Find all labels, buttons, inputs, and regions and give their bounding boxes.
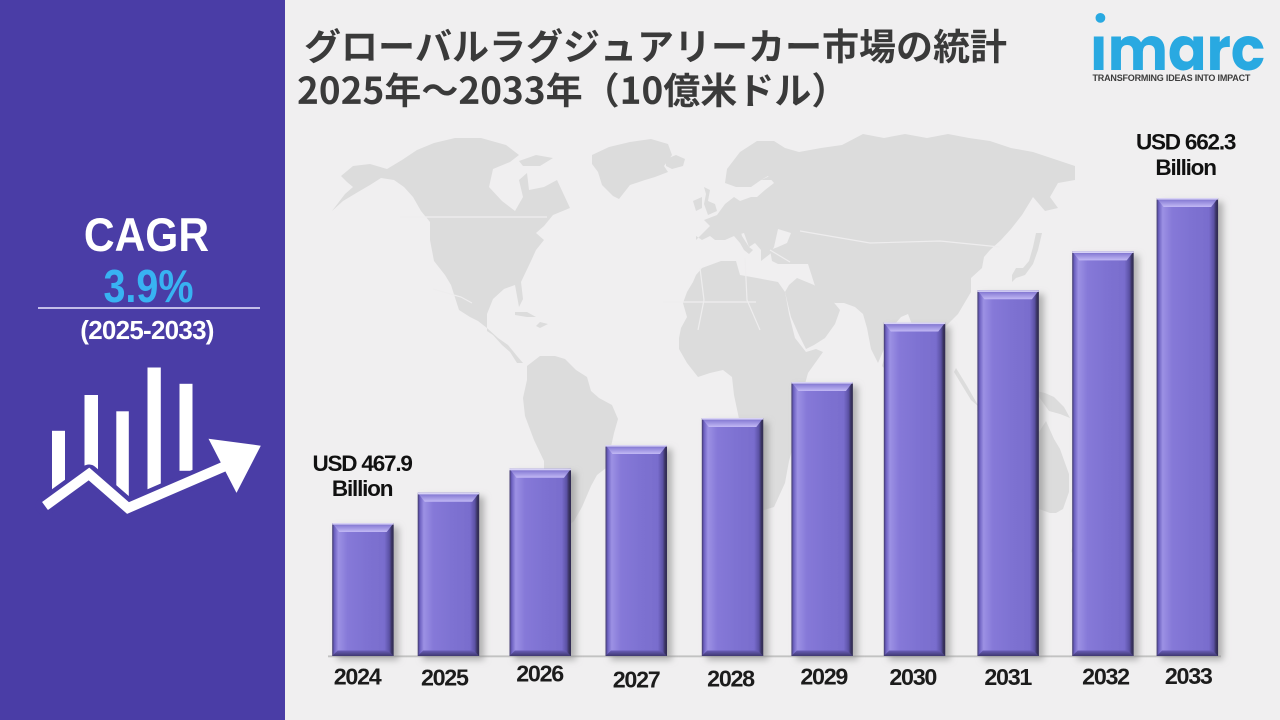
svg-text:Billion: Billion <box>332 476 393 501</box>
svg-text:USD 662.3: USD 662.3 <box>1136 129 1236 154</box>
svg-text:USD 467.9: USD 467.9 <box>312 451 412 476</box>
svg-text:2028: 2028 <box>707 665 755 691</box>
svg-text:2026: 2026 <box>516 661 564 687</box>
svg-text:2029: 2029 <box>800 663 848 689</box>
svg-text:Billion: Billion <box>1155 155 1216 180</box>
svg-text:2030: 2030 <box>889 664 936 690</box>
svg-text:2033: 2033 <box>1165 663 1213 689</box>
svg-text:2032: 2032 <box>1082 663 1130 689</box>
svg-text:2031: 2031 <box>984 664 1032 690</box>
svg-text:2024: 2024 <box>334 663 382 689</box>
svg-text:2025: 2025 <box>421 665 469 691</box>
svg-text:2027: 2027 <box>613 667 660 693</box>
